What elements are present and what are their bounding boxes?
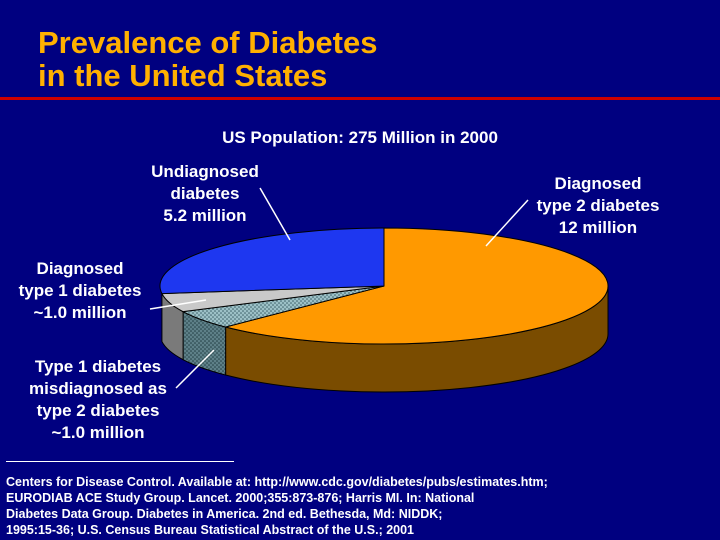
- pie-slice-undiagnosed: [159, 227, 385, 295]
- reference-line: Centers for Disease Control. Available a…: [6, 475, 548, 489]
- slide-title: Prevalence of Diabetes in the United Sta…: [38, 26, 377, 92]
- chart-subtitle: US Population: 275 Million in 2000: [222, 128, 498, 147]
- slice-label-diagnosed-type1: Diagnosed type 1 diabetes ~1.0 million: [4, 258, 156, 324]
- slide-title-line-2: in the United States: [38, 58, 328, 93]
- slice-label-misdiagnosed-type1: Type 1 diabetes misdiagnosed as type 2 d…: [8, 356, 188, 444]
- reference-line: Diabetes Data Group. Diabetes in America…: [6, 507, 443, 521]
- reference-line: 1995:15-36; U.S. Census Bureau Statistic…: [6, 523, 415, 537]
- pie-slice-diagnosed-type2: [223, 227, 609, 345]
- reference-line: EURODIAB ACE Study Group. Lancet. 2000;3…: [6, 491, 475, 505]
- leader-line-diagnosed-type1: [149, 299, 207, 310]
- slice-label-line: Type 1 diabetes: [34, 357, 162, 376]
- slice-label-line: type 2 diabetes: [536, 196, 660, 215]
- slice-label-line: type 1 diabetes: [18, 281, 142, 300]
- slice-label-line: ~1.0 million: [51, 423, 145, 442]
- references: Centers for Disease Control. Available a…: [6, 474, 716, 538]
- slice-label-line: Diagnosed: [36, 259, 124, 278]
- slide-title-line-1: Prevalence of Diabetes: [38, 25, 378, 60]
- leader-line-diagnosed-type2: [485, 199, 529, 247]
- slice-label-undiagnosed: Undiagnosed diabetes 5.2 million: [130, 161, 280, 227]
- title-divider: [0, 97, 720, 100]
- slice-label-line: 5.2 million: [163, 206, 247, 225]
- references-divider: [6, 461, 234, 462]
- slice-label-line: type 2 diabetes: [36, 401, 160, 420]
- slice-label-line: misdiagnosed as: [29, 379, 167, 398]
- slice-label-diagnosed-type2: Diagnosed type 2 diabetes 12 million: [522, 173, 674, 239]
- leader-line-misdiagnosed-type1: [175, 349, 215, 389]
- slice-label-line: Undiagnosed: [151, 162, 259, 181]
- slice-label-line: diabetes: [170, 184, 240, 203]
- slice-label-line: Diagnosed: [554, 174, 642, 193]
- slice-label-line: ~1.0 million: [33, 303, 127, 322]
- slice-label-line: 12 million: [558, 218, 638, 237]
- leader-line-undiagnosed: [259, 187, 291, 241]
